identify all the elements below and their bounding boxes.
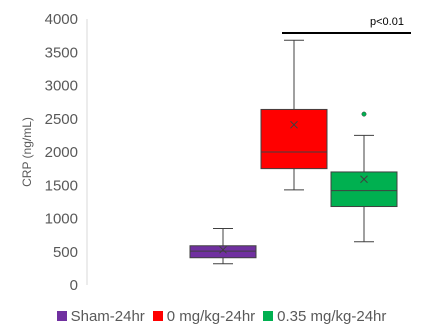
- y-tick-labels: 0 500 1000 1500 2000 2500 3000 3500 4000: [45, 11, 78, 294]
- legend-item-035mg: 0.35 mg/kg-24hr: [263, 308, 386, 325]
- y-tick-label-1500: 1500: [45, 177, 78, 194]
- mean-marker: [219, 245, 227, 254]
- legend-swatch-sham: [56, 311, 67, 321]
- outlier-point: [361, 111, 367, 117]
- box-iqr: [189, 245, 257, 259]
- mean-marker: [360, 175, 368, 184]
- y-tick-label-3500: 3500: [45, 44, 78, 61]
- box-iqr: [330, 171, 398, 208]
- legend-label-035mg: 0.35 mg/kg-24hr: [277, 307, 387, 325]
- significance-label: p<0.01: [370, 16, 404, 28]
- y-tick-label-3000: 3000: [45, 78, 78, 95]
- box-iqr: [260, 108, 328, 170]
- box-series-1: [260, 39, 328, 191]
- mean-marker: [290, 120, 298, 129]
- significance-annotation: p<0.01: [282, 16, 411, 34]
- y-tick-label-0: 0: [70, 277, 78, 294]
- y-tick-label-2000: 2000: [45, 144, 78, 161]
- y-tick-label-1000: 1000: [45, 211, 78, 228]
- legend: Sham-24hr 0 mg/kg-24hr 0.35 mg/kg-24hr: [0, 304, 443, 328]
- legend-label-0mg: 0 mg/kg-24hr: [166, 307, 256, 325]
- y-tick-label-2500: 2500: [45, 111, 78, 128]
- y-tick-label-4000: 4000: [45, 11, 78, 28]
- box-plot-chart: CRP (ng/mL) 0 500 1000 1500 2000 2500 3000 3500…: [20, 11, 411, 294]
- legend-label-sham: Sham-24hr: [70, 307, 145, 325]
- boxes: [189, 39, 398, 265]
- box-series-0: [189, 227, 257, 265]
- y-axis-label: CRP (ng/mL): [20, 117, 34, 187]
- box-series-2: [330, 111, 398, 243]
- legend-swatch-035mg: [263, 311, 274, 321]
- legend-item-0mg: 0 mg/kg-24hr: [152, 307, 256, 325]
- legend-item-sham: Sham-24hr: [56, 307, 145, 325]
- legend-swatch-0mg: [152, 311, 163, 321]
- y-tick-label-500: 500: [53, 244, 78, 261]
